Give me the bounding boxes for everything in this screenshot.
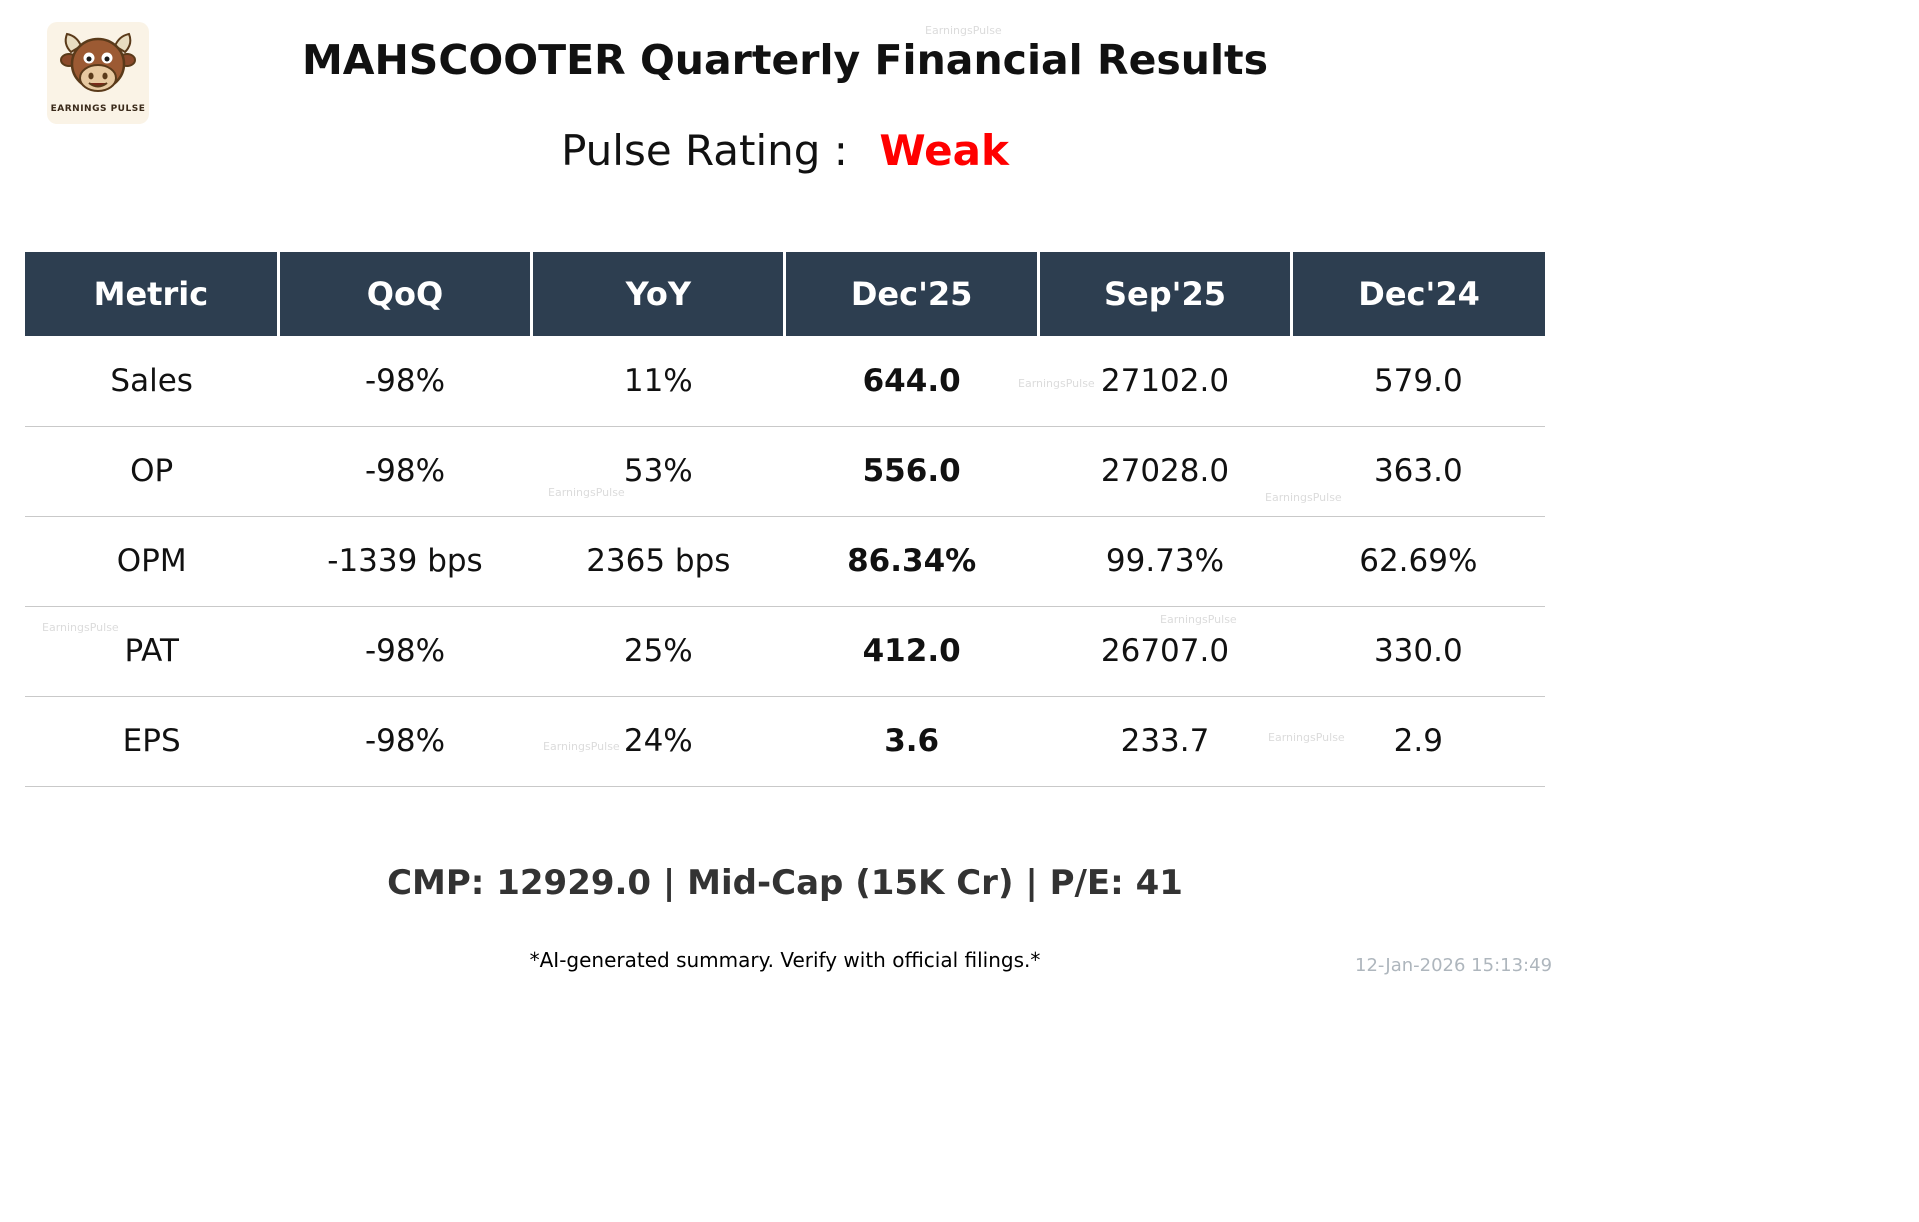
watermark: EarningsPulse bbox=[1265, 491, 1342, 504]
metric-cell: PAT bbox=[25, 606, 279, 697]
pulse-rating-label: Pulse Rating : bbox=[561, 126, 848, 175]
table-row-op: OP -98% 53% 556.0 27028.0 363.0 bbox=[25, 426, 1545, 517]
column-header-yoy: YoY bbox=[531, 252, 787, 336]
dec24-cell: 62.69% bbox=[1291, 516, 1545, 607]
yoy-cell: 25% bbox=[531, 606, 785, 697]
watermark: EarningsPulse bbox=[548, 486, 625, 499]
qoq-cell: -98% bbox=[278, 696, 532, 787]
logo-caption: EARNINGS PULSE bbox=[50, 104, 146, 114]
metric-cell: EPS bbox=[25, 696, 279, 787]
qoq-cell: -98% bbox=[278, 336, 532, 427]
qoq-cell: -98% bbox=[278, 426, 532, 517]
column-header-dec25: Dec'25 bbox=[784, 252, 1040, 336]
cmp-summary: CMP: 12929.0 | Mid-Cap (15K Cr) | P/E: 4… bbox=[387, 863, 1183, 903]
table-row-opm: OPM -1339 bps 2365 bps 86.34% 99.73% 62.… bbox=[25, 516, 1545, 607]
page-title: MAHSCOOTER Quarterly Financial Results bbox=[301, 36, 1269, 84]
table-row-eps: EPS -98% 24% 3.6 233.7 2.9 bbox=[25, 696, 1545, 787]
watermark: EarningsPulse bbox=[1160, 613, 1237, 626]
dec25-cell: 556.0 bbox=[784, 426, 1039, 517]
dec24-cell: 363.0 bbox=[1291, 426, 1545, 517]
table-row-pat: PAT -98% 25% 412.0 26707.0 330.0 bbox=[25, 606, 1545, 697]
watermark: EarningsPulse bbox=[42, 621, 119, 634]
column-header-metric: Metric bbox=[25, 252, 280, 336]
metric-cell: OP bbox=[25, 426, 279, 517]
dec25-cell: 644.0 bbox=[784, 336, 1039, 427]
yoy-cell: 2365 bps bbox=[531, 516, 785, 607]
pulse-rating: Pulse Rating : Weak bbox=[25, 126, 1545, 175]
watermark: EarningsPulse bbox=[543, 740, 620, 753]
earnings-pulse-logo: EARNINGS PULSE bbox=[47, 22, 149, 124]
watermark: EarningsPulse bbox=[1018, 377, 1095, 390]
column-header-sep25: Sep'25 bbox=[1038, 252, 1294, 336]
dec24-cell: 330.0 bbox=[1291, 606, 1545, 697]
yoy-cell: 53% bbox=[531, 426, 785, 517]
generation-timestamp: 12-Jan-2026 15:13:49 bbox=[1355, 955, 1553, 976]
dec24-cell: 2.9 bbox=[1291, 696, 1545, 787]
qoq-cell: -98% bbox=[278, 606, 532, 697]
metric-cell: OPM bbox=[25, 516, 279, 607]
dec25-cell: 3.6 bbox=[784, 696, 1039, 787]
sep25-cell: 26707.0 bbox=[1038, 606, 1292, 697]
bull-logo-icon bbox=[59, 26, 137, 106]
dec25-cell: 412.0 bbox=[784, 606, 1039, 697]
watermark: EarningsPulse bbox=[1268, 731, 1345, 744]
header-row: Metric QoQ YoY Dec'25 Sep'25 Dec'24 bbox=[25, 252, 1545, 336]
sep25-cell: 99.73% bbox=[1038, 516, 1292, 607]
metric-cell: Sales bbox=[25, 336, 279, 427]
sep25-cell: 233.7 bbox=[1038, 696, 1292, 787]
yoy-cell: 24% bbox=[531, 696, 785, 787]
dec25-cell: 86.34% bbox=[784, 516, 1039, 607]
dec24-cell: 579.0 bbox=[1291, 336, 1545, 427]
pulse-rating-value: Weak bbox=[879, 126, 1009, 175]
sep25-cell: 27102.0 bbox=[1038, 336, 1292, 427]
ai-disclaimer: *AI-generated summary. Verify with offic… bbox=[529, 948, 1041, 972]
table-row-sales: Sales -98% 11% 644.0 27102.0 579.0 bbox=[25, 336, 1545, 427]
results-table: Metric QoQ YoY Dec'25 Sep'25 Dec'24 Sale… bbox=[25, 252, 1545, 787]
column-header-qoq: QoQ bbox=[278, 252, 534, 336]
watermark: EarningsPulse bbox=[925, 24, 1002, 37]
sep25-cell: 27028.0 bbox=[1038, 426, 1292, 517]
column-header-dec24: Dec'24 bbox=[1291, 252, 1545, 336]
qoq-cell: -1339 bps bbox=[278, 516, 532, 607]
yoy-cell: 11% bbox=[531, 336, 785, 427]
